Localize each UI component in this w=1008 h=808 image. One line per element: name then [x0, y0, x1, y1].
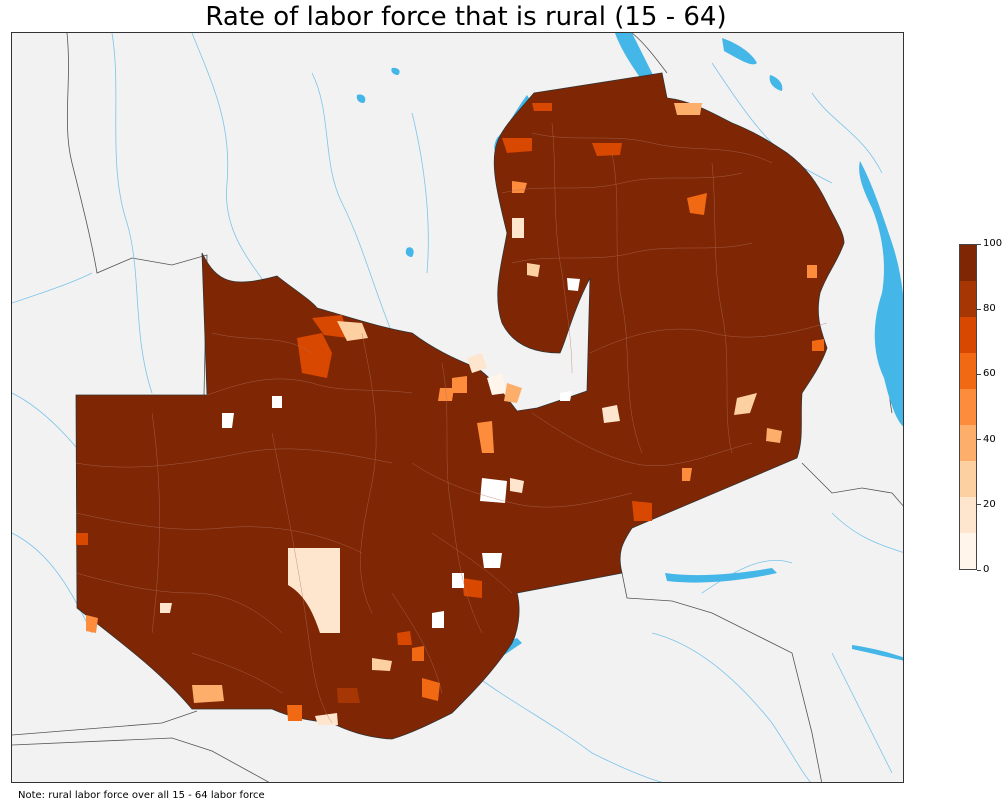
colorbar: [959, 244, 977, 570]
map-note: Note: rural labor force over all 15 - 64…: [18, 790, 265, 801]
colorbar-tick: [977, 439, 981, 441]
map-canvas: [12, 33, 903, 782]
district-boundaries: [75, 122, 828, 724]
colorbar-tick: [977, 308, 981, 310]
map-title: Rate of labor force that is rural (15 - …: [205, 2, 727, 32]
country-region-fill: [75, 72, 845, 740]
country-borders: [12, 33, 903, 782]
district-patches: [76, 103, 824, 725]
colorbar-tick-label: 20: [983, 498, 996, 510]
colorbar-tick-label: 40: [983, 433, 996, 445]
colorbar-tick: [977, 504, 981, 506]
colorbar-tick-label: 80: [983, 303, 996, 315]
colorbar-tick-label: 100: [983, 238, 1003, 249]
colorbar-tick: [977, 243, 981, 245]
map-area: [11, 32, 904, 783]
colorbar-tick: [977, 373, 981, 375]
colorbar-tick: [977, 569, 981, 571]
colorbar-tick-label: 0: [983, 564, 990, 575]
colorbar-tick-label: 60: [983, 368, 996, 380]
